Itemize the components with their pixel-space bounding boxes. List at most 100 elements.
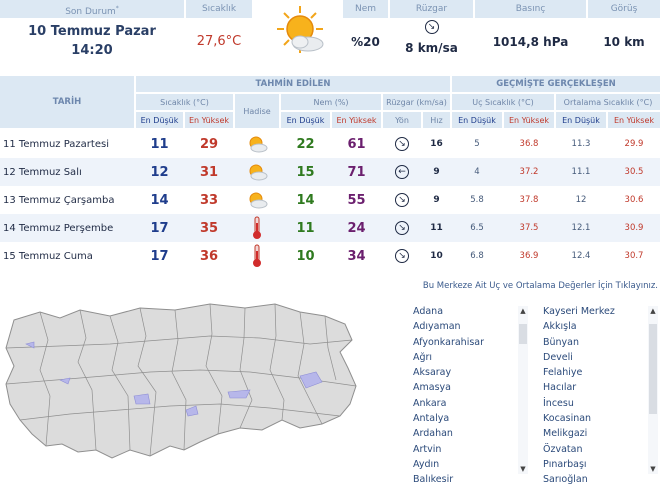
col-header-uc: Uç Sıcaklık (°C)	[452, 94, 554, 110]
turkey-map[interactable]	[0, 300, 362, 486]
city-list-item[interactable]: Akkışla	[543, 321, 577, 333]
forecast-temp-high: 35	[199, 220, 219, 236]
current-date: 10 Temmuz Pazar	[0, 22, 184, 42]
city-list-item[interactable]: Adıyaman	[413, 321, 461, 333]
wind-speed: 9	[433, 195, 440, 205]
average-low: 12.1	[571, 223, 591, 233]
partly-cloudy-icon	[235, 186, 279, 214]
forecast-humidity-low: 11	[296, 220, 315, 236]
city-list-item[interactable]: Pınarbaşı	[543, 458, 587, 470]
city-list-item[interactable]: Felahiye	[543, 367, 583, 379]
city-list-item[interactable]: Kayseri Merkez	[543, 306, 615, 317]
city-list-item[interactable]: Ankara	[413, 397, 447, 409]
forecast-humidity-high: 55	[347, 192, 366, 208]
scroll-thumb[interactable]	[519, 324, 527, 344]
forecast-row: 12 Temmuz Salı 12 31 15 71 ← 9 4 37.2 11.1 30.5	[0, 158, 660, 186]
forecast-row: 15 Temmuz Cuma 17 36 10 34 ↘ 10 6.8 36.9 12.4 30.7	[0, 242, 660, 270]
wind-arrow-icon: ↘	[395, 249, 409, 263]
city-list-item[interactable]: Amasya	[413, 382, 451, 394]
scroll-down-icon[interactable]: ▼	[650, 465, 656, 473]
current-wind-direction: ↘	[390, 20, 473, 34]
average-high: 30.7	[624, 251, 644, 261]
partly-cloudy-icon	[235, 158, 279, 186]
extreme-low: 6.8	[470, 251, 484, 261]
city-list-item[interactable]: Kocasinan	[543, 413, 592, 425]
header-basinc: Basınç	[475, 0, 586, 18]
city-list-item[interactable]: Antalya	[413, 413, 450, 425]
scroll-up-icon[interactable]: ▲	[520, 307, 526, 315]
forecast-humidity-high: 34	[347, 248, 366, 264]
city-list-item[interactable]: Afyonkarahisar	[413, 336, 485, 348]
row-date: 12 Temmuz Salı	[3, 166, 82, 178]
forecast-row: 11 Temmuz Pazartesi 11 29 22 61 ↘ 16 5 36.8 11.3 2…	[0, 130, 660, 158]
wind-direction: ←	[383, 158, 421, 186]
wind-speed: 9	[433, 167, 440, 177]
city-list-item[interactable]: Balıkesir	[413, 474, 454, 486]
row-date: 11 Temmuz Pazartesi	[3, 138, 109, 150]
wind-arrow-icon: ↘	[395, 221, 409, 235]
city-list-item[interactable]: Aydın	[413, 458, 440, 470]
subheader-uc-en-yuksek: En Yüksek	[504, 112, 554, 128]
extreme-high: 37.8	[519, 195, 539, 205]
city-list-item[interactable]: Melikgazi	[543, 428, 588, 440]
city-list-item[interactable]: Özvatan	[543, 443, 583, 455]
city-list-item[interactable]: Hacılar	[543, 382, 577, 394]
average-high: 30.5	[624, 167, 644, 177]
average-low: 12	[575, 195, 587, 205]
col-header-tarih: TARİH	[0, 76, 134, 128]
wind-direction: ↘	[383, 186, 421, 214]
wind-direction: ↘	[383, 242, 421, 270]
wind-arrow-icon: ↘	[424, 20, 439, 34]
header-gorus: Görüş	[588, 0, 660, 18]
row-date: 15 Temmuz Cuma	[3, 250, 93, 262]
subheader-sic-en-dusuk: En Düşük	[136, 112, 183, 128]
forecast-temp-low: 17	[150, 220, 169, 236]
forecast-humidity-low: 14	[296, 192, 315, 208]
extreme-high: 36.9	[519, 251, 539, 261]
forecast-temp-high: 36	[199, 248, 219, 264]
city-list-item[interactable]: Ardahan	[413, 428, 453, 440]
city-list-item[interactable]: Ağrı	[413, 351, 433, 363]
scroll-thumb[interactable]	[649, 324, 657, 414]
forecast-humidity-high: 71	[347, 164, 366, 180]
city-list-right: Kayseri Merkez Akkışla Bünyan Develi Felahiy…	[543, 304, 615, 485]
city-list-item[interactable]: Develi	[543, 351, 573, 363]
city-list-item[interactable]: Artvin	[413, 443, 442, 455]
city-list-item[interactable]: Bünyan	[543, 336, 580, 348]
forecast-temp-low: 17	[150, 248, 169, 264]
extreme-low: 5.8	[470, 195, 484, 205]
scrollbar-right[interactable]: ▲ ▼	[648, 306, 658, 474]
average-high: 29.9	[624, 139, 644, 149]
col-header-gecmis: GEÇMİŞTE GERÇEKLEŞEN	[452, 76, 660, 92]
city-list-item[interactable]: İncesu	[543, 397, 574, 409]
city-list-item[interactable]: Aksaray	[413, 367, 452, 379]
scrollbar-left[interactable]: ▲ ▼	[518, 306, 528, 474]
average-high: 30.6	[624, 195, 644, 205]
thermometer-hot-icon	[235, 214, 279, 242]
city-list-item[interactable]: Sarıoğlan	[543, 474, 588, 486]
forecast-humidity-low: 22	[296, 136, 315, 152]
wind-speed: 16	[430, 139, 443, 149]
scroll-up-icon[interactable]: ▲	[650, 307, 656, 315]
current-time: 14:20	[0, 42, 184, 60]
forecast-temp-high: 29	[199, 136, 219, 152]
row-date: 13 Temmuz Çarşamba	[3, 194, 115, 206]
header-ruzgar: Rüzgar	[390, 0, 473, 18]
header-nem: Nem	[343, 0, 388, 18]
subheader-yon: Yön	[383, 112, 421, 128]
scroll-down-icon[interactable]: ▼	[520, 465, 526, 473]
current-pressure: 1014,8 hPa	[475, 32, 586, 52]
wind-speed: 10	[430, 251, 443, 261]
forecast-temp-low: 12	[150, 164, 169, 180]
forecast-row: 14 Temmuz Perşembe 17 35 11 24 ↘ 11 6.5 37.5 12.1…	[0, 214, 660, 242]
wind-speed: 11	[430, 223, 443, 233]
col-header-sicaklik: Sıcaklık (°C)	[136, 94, 233, 110]
extreme-low: 5	[474, 139, 480, 149]
subheader-hiz: Hız	[423, 112, 450, 128]
col-header-ortalama: Ortalama Sıcaklık (°C)	[556, 94, 660, 110]
forecast-humidity-low: 15	[296, 164, 315, 180]
city-list-item[interactable]: Adana	[413, 306, 444, 317]
center-values-link[interactable]: Bu Merkeze Ait Uç ve Ortalama Değerler İ…	[422, 281, 658, 291]
wind-direction: ↘	[383, 214, 421, 242]
